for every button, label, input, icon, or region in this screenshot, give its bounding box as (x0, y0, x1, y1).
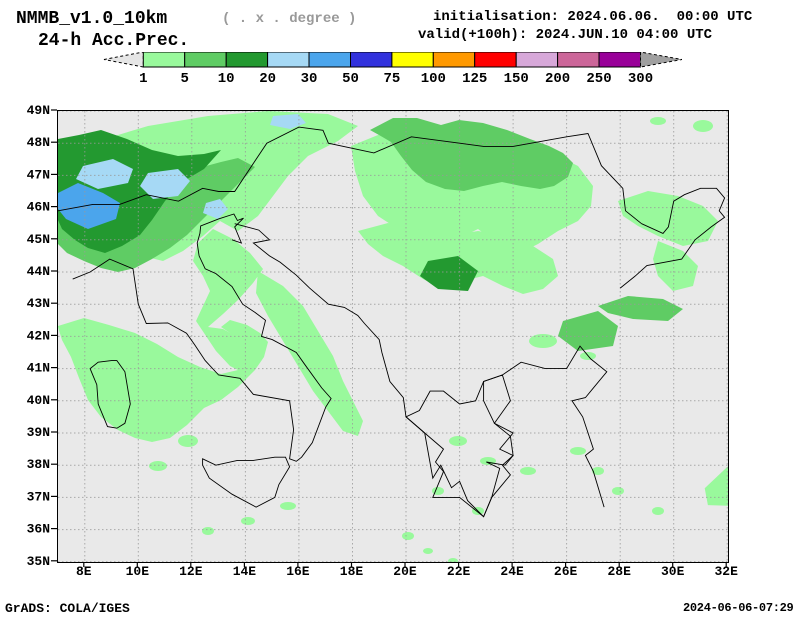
svg-text:47N: 47N (27, 167, 50, 182)
svg-text:14E: 14E (233, 564, 257, 579)
svg-text:12E: 12E (179, 564, 203, 579)
svg-text:35N: 35N (27, 554, 50, 569)
svg-text:44N: 44N (27, 264, 50, 279)
svg-text:200: 200 (545, 71, 570, 87)
svg-text:37N: 37N (27, 489, 50, 504)
svg-text:10: 10 (218, 71, 235, 87)
svg-text:1: 1 (139, 71, 147, 87)
svg-text:32E: 32E (714, 564, 738, 579)
svg-text:5: 5 (180, 71, 188, 87)
svg-text:100: 100 (421, 71, 446, 87)
svg-text:8E: 8E (76, 564, 92, 579)
svg-text:18E: 18E (340, 564, 364, 579)
svg-text:48N: 48N (27, 135, 50, 150)
svg-text:36N: 36N (27, 522, 50, 537)
svg-text:26E: 26E (554, 564, 578, 579)
svg-text:41N: 41N (27, 361, 50, 376)
svg-text:20E: 20E (393, 564, 417, 579)
svg-text:150: 150 (504, 71, 529, 87)
svg-text:75: 75 (383, 71, 400, 87)
svg-text:24E: 24E (500, 564, 524, 579)
svg-text:45N: 45N (27, 232, 50, 247)
svg-text:30E: 30E (661, 564, 685, 579)
svg-text:30: 30 (301, 71, 318, 87)
svg-text:125: 125 (462, 71, 487, 87)
svg-text:40N: 40N (27, 393, 50, 408)
svg-text:22E: 22E (447, 564, 471, 579)
svg-text:42N: 42N (27, 328, 50, 343)
svg-text:20: 20 (259, 71, 276, 87)
svg-text:38N: 38N (27, 457, 50, 472)
svg-text:43N: 43N (27, 296, 50, 311)
svg-text:250: 250 (586, 71, 611, 87)
svg-text:46N: 46N (27, 200, 50, 215)
svg-text:28E: 28E (607, 564, 631, 579)
svg-text:49N: 49N (27, 103, 50, 118)
svg-text:10E: 10E (126, 564, 150, 579)
svg-text:50: 50 (342, 71, 359, 87)
svg-text:16E: 16E (286, 564, 310, 579)
svg-text:300: 300 (628, 71, 653, 87)
svg-text:39N: 39N (27, 425, 50, 440)
